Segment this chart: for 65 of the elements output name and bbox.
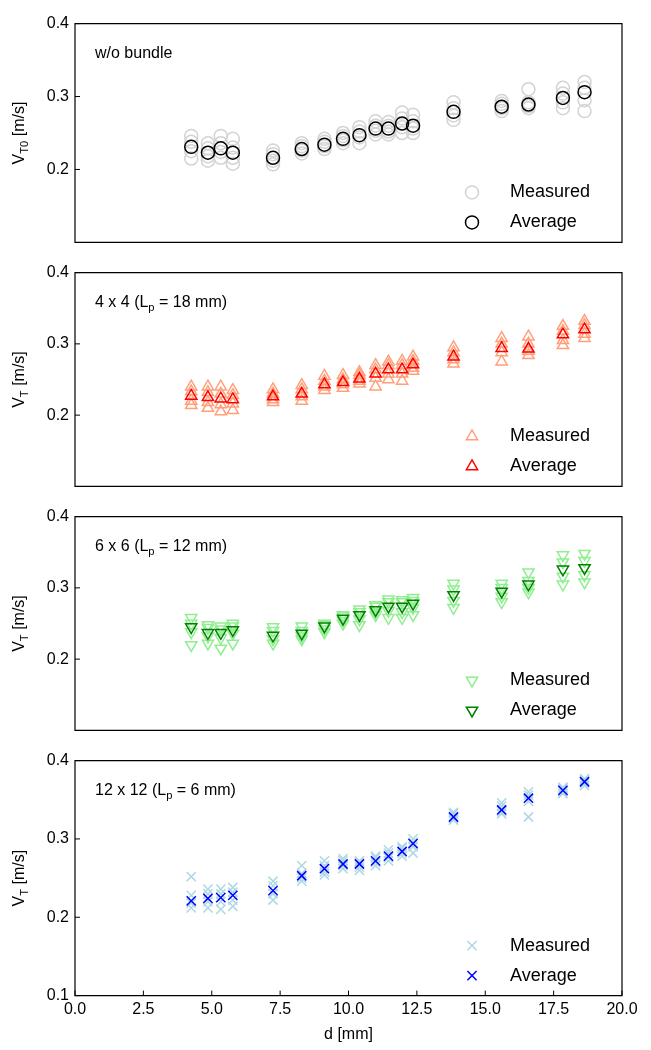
point [495, 587, 509, 599]
y-tick-label: 0.3 [46, 334, 70, 352]
point [495, 340, 509, 353]
y-axis-title: VT [m/s] [10, 351, 30, 408]
y-tick-label: 0.2 [46, 649, 70, 667]
point [556, 565, 570, 577]
x-tick-label: 2.5 [132, 999, 155, 1017]
y-tick-label: 0.2 [46, 405, 70, 423]
point [226, 392, 240, 404]
annotation: w/o bundle [94, 43, 173, 61]
point [201, 390, 215, 402]
point [577, 84, 592, 100]
y-tick-label: 0.2 [46, 159, 70, 177]
y-tick-label: 0.2 [46, 907, 70, 925]
point [578, 322, 591, 334]
legend-label: Measured [510, 934, 591, 955]
point [267, 885, 279, 896]
point [183, 139, 199, 155]
x-tick-label: 15.0 [469, 999, 501, 1017]
x-tick-label: 10.0 [332, 999, 365, 1017]
point [522, 580, 535, 592]
legend-label: Measured [510, 181, 591, 202]
legend-label: Measured [510, 425, 591, 446]
y-tick-label: 0.4 [46, 263, 70, 281]
y-axis-title: VT [m/s] [10, 849, 30, 907]
point [578, 563, 591, 576]
point [382, 602, 395, 614]
y-tick-label: 0.3 [46, 829, 70, 847]
y-axis-title: VT0 [m/s] [10, 101, 30, 165]
x-tick-label: 5.0 [200, 999, 223, 1017]
point [213, 141, 229, 156]
point [555, 90, 571, 106]
x-tick-label: 17.5 [538, 999, 570, 1017]
point [406, 357, 420, 369]
y-tick-label: 0.3 [46, 86, 70, 104]
point [395, 602, 409, 614]
legend-label: Measured [510, 669, 591, 690]
point [556, 327, 570, 339]
x-tick-label: 7.5 [269, 999, 292, 1017]
point [382, 362, 395, 374]
legend-label: Average [510, 211, 577, 232]
point [395, 362, 409, 374]
point [214, 391, 228, 403]
point [447, 590, 460, 603]
legend-label: Average [510, 964, 577, 985]
point [369, 366, 382, 378]
legend-label: Average [510, 699, 577, 720]
point [200, 145, 216, 160]
point [184, 388, 198, 400]
x-tick-label: 0.0 [63, 999, 87, 1017]
point [446, 104, 461, 120]
x-tick-label: 20.0 [606, 999, 638, 1017]
x-axis-title: d [mm] [324, 1024, 373, 1042]
y-axis-title: VT [m/s] [10, 595, 30, 652]
point [394, 116, 410, 131]
point [201, 628, 215, 641]
point [184, 623, 198, 635]
y-tick-label: 0.4 [46, 507, 70, 525]
point [266, 631, 280, 643]
point [225, 145, 241, 160]
legend-label: Average [510, 455, 577, 476]
y-tick-label: 0.4 [46, 14, 70, 32]
y-tick-label: 0.4 [46, 751, 70, 769]
x-tick-label: 12.5 [401, 999, 433, 1017]
y-tick-label: 0.3 [46, 578, 70, 596]
